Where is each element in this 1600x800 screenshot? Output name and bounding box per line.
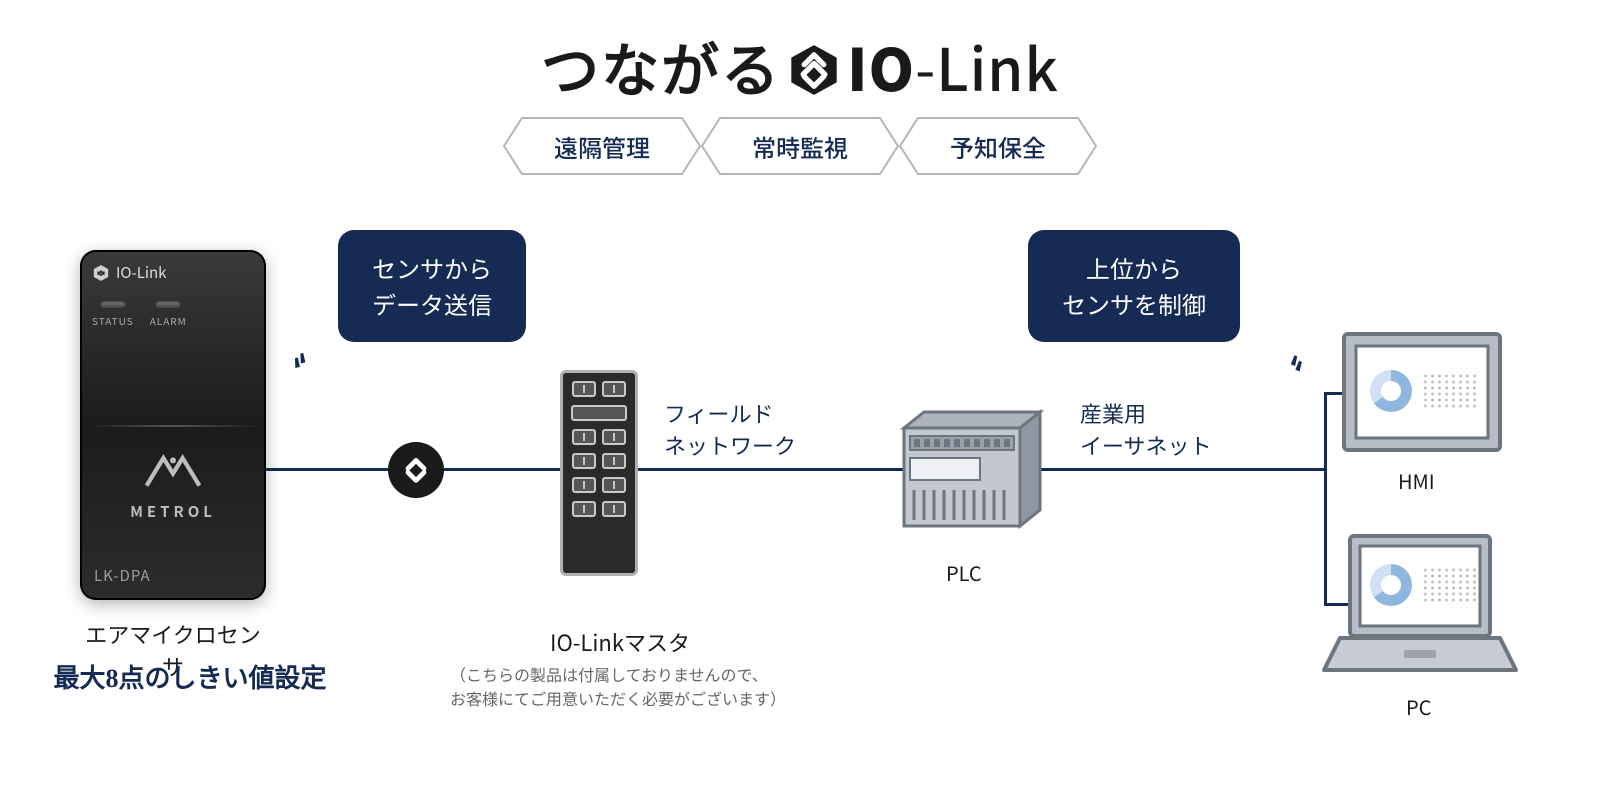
page-title: つながる IO-Link	[0, 24, 1600, 108]
data-grid-icon	[1422, 567, 1476, 603]
data-grid-icon	[1422, 373, 1476, 409]
bubble-control: 上位からセンサを制御	[1028, 230, 1240, 342]
badge-predictive: 予知保全	[898, 116, 1098, 176]
wave-left-icon: 〟	[284, 333, 347, 395]
sensor-leds: STATUS ALARM	[92, 301, 254, 328]
sensor-ridge	[84, 425, 262, 427]
iolink-node-icon	[388, 442, 444, 498]
donut-chart-icon	[1370, 564, 1412, 606]
sensor-subcaption: 最大8点のしきい値設定	[40, 658, 340, 695]
iolink-mini-icon	[92, 264, 110, 282]
donut-chart-icon	[1370, 370, 1412, 412]
iolink-logo-icon	[787, 43, 841, 97]
feature-badges: 遠隔管理 常時監視 予知保全	[0, 116, 1600, 176]
sensor-maker-logo: METROL	[80, 450, 266, 522]
bubble-sensor-send: センサからデータ送信	[338, 230, 526, 342]
plc-device	[890, 398, 1050, 542]
label-industrial-ethernet: 産業用 イーサネット	[1080, 398, 1212, 462]
hmi-device	[1340, 330, 1504, 454]
sensor-model: LK-DPA	[94, 565, 151, 586]
badge-remote: 遠隔管理	[502, 116, 702, 176]
pc-caption: PC	[1406, 692, 1431, 721]
plc-caption: PLC	[946, 558, 982, 587]
title-lead: つながる	[541, 24, 781, 108]
label-field-network: フィールド ネットワーク	[664, 398, 796, 462]
master-caption: IO-Linkマスタ	[510, 626, 730, 658]
led-alarm: ALARM	[150, 301, 187, 328]
hmi-caption: HMI	[1398, 466, 1435, 495]
wave-right-icon: 〟	[1249, 333, 1311, 396]
master-note: （こちらの製品は付属しておりませんので、 お客様にてご用意いただく必要がございま…	[450, 662, 786, 710]
title-brand: IO-Link	[847, 24, 1059, 108]
led-status: STATUS	[92, 301, 134, 328]
iolink-master-device	[560, 370, 638, 576]
sensor-brand: IO-Link	[92, 262, 254, 283]
badge-monitor: 常時監視	[700, 116, 900, 176]
sensor-device: IO-Link STATUS ALARM METROL LK-DPA	[80, 250, 266, 600]
pc-device	[1320, 530, 1520, 680]
